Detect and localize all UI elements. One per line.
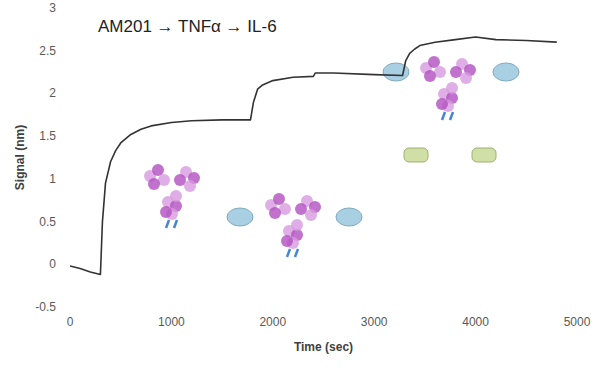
plot-area — [70, 37, 557, 274]
blob — [428, 56, 440, 68]
x-axis-title: Time (sec) — [294, 340, 353, 354]
antibody-cartoon — [420, 56, 476, 120]
axes: -0.5 0 0.5 1 1.5 2 2.5 3 0 1000 2000 3000 4000 5000 — [35, 1, 590, 329]
y-tick-label: 2.5 — [39, 44, 56, 58]
y-tick-label: -0.5 — [35, 300, 56, 314]
x-tick-label: 0 — [67, 315, 74, 329]
y-tick — [66, 307, 70, 308]
tag — [174, 220, 177, 228]
tnf-cartoon — [227, 208, 253, 226]
y-tick — [66, 136, 70, 137]
y-tick — [66, 264, 70, 265]
tag — [450, 112, 453, 120]
y-tick — [66, 178, 70, 179]
x-tick-label: 1000 — [158, 315, 185, 329]
y-tick-label: 0 — [49, 257, 56, 271]
y-tick-label: 2 — [49, 86, 56, 100]
y-tick-label: 1 — [49, 172, 56, 186]
il6-cartoon — [404, 148, 428, 162]
tag — [287, 249, 290, 257]
blob — [305, 209, 317, 221]
il6-cartoon — [472, 148, 496, 162]
blob — [152, 164, 164, 176]
blob — [295, 203, 307, 215]
y-tick — [66, 50, 70, 51]
y-tick-label: 0.5 — [39, 215, 56, 229]
y-tick — [66, 221, 70, 222]
blob — [460, 72, 472, 84]
y-axis-title: Signal (nm) — [13, 125, 27, 190]
x-tick-label: 3000 — [361, 315, 388, 329]
blob — [281, 235, 293, 247]
blob — [436, 98, 448, 110]
blob — [160, 206, 172, 218]
x-tick — [70, 307, 71, 311]
blob — [170, 190, 182, 202]
x-tick — [374, 307, 375, 311]
x-tick-label: 4000 — [462, 315, 489, 329]
tag — [295, 249, 298, 257]
blob — [446, 82, 458, 94]
blob — [148, 178, 160, 190]
blob — [291, 219, 303, 231]
x-tick-label: 5000 — [564, 315, 591, 329]
x-tick — [171, 307, 172, 311]
y-tick-label: 1.5 — [39, 129, 56, 143]
y-tick-label: 3 — [49, 1, 56, 15]
tag — [166, 220, 169, 228]
y-tick — [66, 8, 70, 9]
annotation: AM201 → TNFα → IL-6 — [98, 17, 277, 36]
signal-line — [70, 37, 557, 274]
tnf-cartoon — [336, 208, 362, 226]
blob — [450, 66, 462, 78]
illustrations — [144, 56, 519, 257]
blob — [174, 174, 186, 186]
x-tick — [577, 307, 578, 311]
tag — [442, 112, 445, 120]
y-tick — [66, 93, 70, 94]
blob — [184, 180, 196, 192]
x-tick — [475, 307, 476, 311]
chart: -0.5 0 0.5 1 1.5 2 2.5 3 0 1000 2000 3000 4000 5000 Ti… — [0, 0, 604, 378]
blob — [424, 70, 436, 82]
tnf-cartoon — [493, 63, 519, 81]
antibody-cartoon — [265, 193, 321, 257]
antibody-cartoon — [144, 164, 200, 228]
blob — [273, 193, 285, 205]
blob — [269, 207, 281, 219]
x-tick-label: 2000 — [259, 315, 286, 329]
x-tick — [272, 307, 273, 311]
